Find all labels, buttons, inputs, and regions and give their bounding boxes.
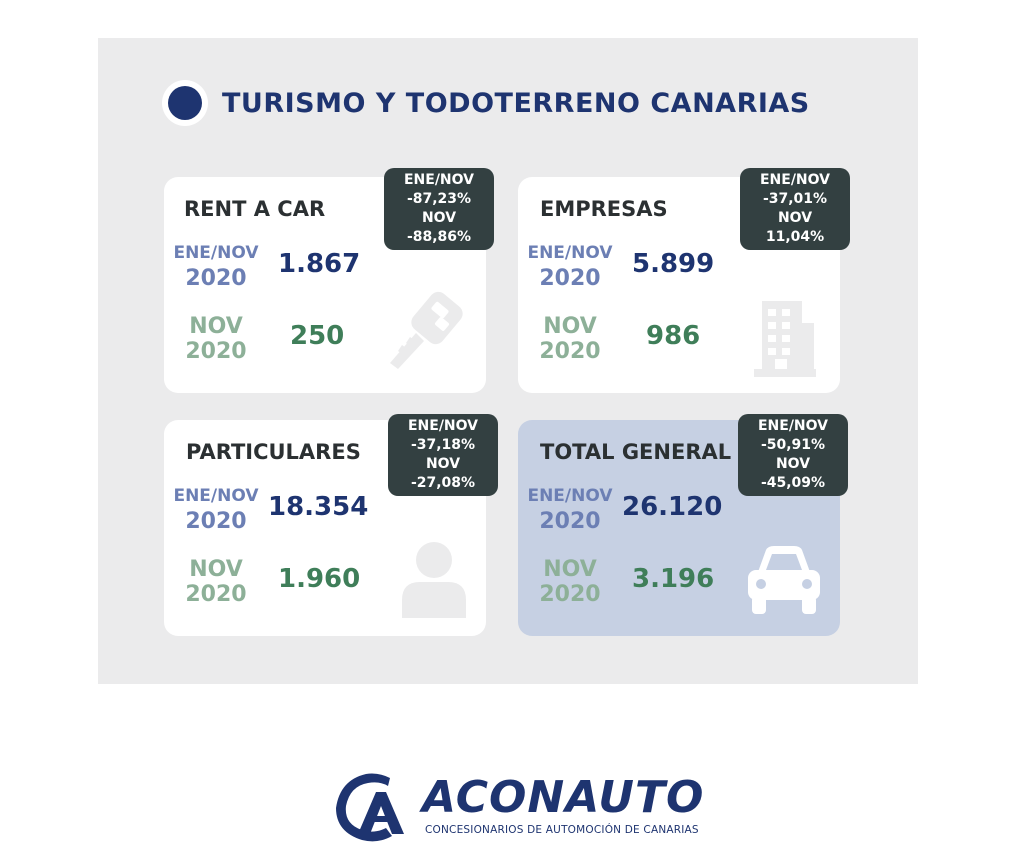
card-title: EMPRESAS (540, 197, 668, 221)
ene-nov-value: 1.867 (278, 249, 361, 279)
variation-badge: ENE/NOV -37,18% NOV -27,08% (388, 414, 498, 496)
ene-nov-value: 5.899 (632, 249, 715, 279)
building-icon (754, 301, 816, 377)
nov-label: NOV 2020 (539, 314, 601, 364)
card-particulares: PARTICULARES ENE/NOV 2020 18.354 NOV 2020 … (164, 420, 486, 636)
key-icon (390, 291, 463, 369)
card-empresas: EMPRESAS ENE/NOV 2020 5.899 NOV 2020 986 (518, 177, 840, 393)
card-title: PARTICULARES (186, 440, 361, 464)
nov-value: 3.196 (632, 564, 715, 594)
ene-nov-label: ENE/NOV 2020 (173, 486, 259, 534)
car-icon (748, 546, 820, 614)
ene-nov-label: ENE/NOV 2020 (527, 243, 613, 291)
card-title: TOTAL GENERAL (540, 440, 732, 464)
nov-label: NOV 2020 (539, 557, 601, 607)
variation-badge: ENE/NOV -50,91% NOV -45,09% (738, 414, 848, 496)
variation-badge: ENE/NOV -87,23% NOV -88,86% (384, 168, 494, 250)
aconauto-logo: ACONAUTO CONCESIONARIOS DE AUTOMOCIÓN DE… (328, 770, 708, 842)
header: TURISMO Y TODOTERRENO CANARIAS (162, 78, 810, 128)
logo-subtitle: CONCESIONARIOS DE AUTOMOCIÓN DE CANARIAS (425, 824, 699, 836)
variation-badge: ENE/NOV -37,01% NOV 11,04% (740, 168, 850, 250)
nov-label: NOV 2020 (185, 314, 247, 364)
ene-nov-label: ENE/NOV 2020 (173, 243, 259, 291)
ene-nov-value: 26.120 (622, 492, 723, 522)
card-title: RENT A CAR (184, 197, 326, 221)
logo-name: ACONAUTO (422, 772, 705, 823)
ene-nov-label: ENE/NOV 2020 (527, 486, 613, 534)
page-title: TURISMO Y TODOTERRENO CANARIAS (222, 87, 810, 119)
nov-label: NOV 2020 (185, 557, 247, 607)
ene-nov-value: 18.354 (268, 492, 369, 522)
aconauto-logo-icon (336, 773, 404, 842)
nov-value: 1.960 (278, 564, 361, 594)
nov-value: 250 (290, 321, 345, 351)
nov-value: 986 (646, 321, 701, 351)
person-icon (402, 542, 466, 618)
bullet-icon (162, 80, 208, 126)
